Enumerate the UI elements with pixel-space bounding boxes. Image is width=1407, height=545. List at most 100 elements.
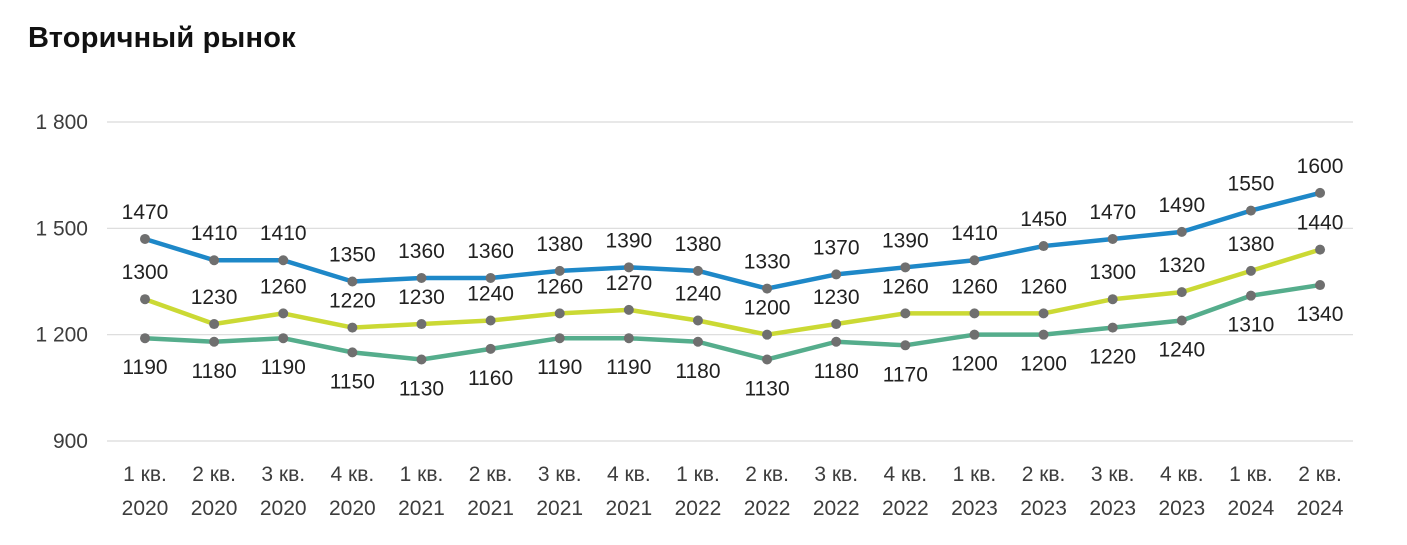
data-point-marker-blue bbox=[762, 283, 773, 294]
data-point-label-blue: 1470 bbox=[122, 201, 169, 224]
data-point-label-blue: 1550 bbox=[1228, 173, 1275, 196]
data-point-label-yellow-green: 1260 bbox=[1020, 275, 1067, 298]
data-point-marker-green bbox=[1107, 322, 1118, 333]
data-point-marker-green bbox=[209, 336, 220, 347]
data-point-marker-yellow-green bbox=[416, 319, 427, 330]
x-axis-label-year: 2022 bbox=[744, 497, 791, 520]
data-point-marker-yellow-green bbox=[692, 315, 703, 326]
x-axis-label-year: 2021 bbox=[467, 497, 514, 520]
x-axis-label-quarter: 3 кв. bbox=[814, 463, 858, 486]
x-axis-label-year: 2020 bbox=[122, 497, 169, 520]
data-point-marker-green bbox=[278, 333, 289, 344]
data-point-label-yellow-green: 1230 bbox=[813, 286, 860, 309]
data-point-label-green: 1190 bbox=[122, 356, 167, 379]
x-axis-label-year: 2022 bbox=[813, 497, 860, 520]
data-point-marker-blue bbox=[1176, 226, 1187, 237]
x-axis-label-year: 2020 bbox=[260, 497, 307, 520]
data-point-marker-yellow-green bbox=[140, 294, 150, 305]
x-axis-label-year: 2024 bbox=[1297, 497, 1344, 520]
data-point-marker-yellow-green bbox=[1038, 308, 1049, 319]
data-point-label-yellow-green: 1240 bbox=[675, 282, 722, 305]
data-point-label-yellow-green: 1230 bbox=[398, 286, 445, 309]
data-point-marker-yellow-green bbox=[554, 308, 565, 319]
data-point-marker-green bbox=[1176, 315, 1187, 326]
data-point-label-yellow-green: 1380 bbox=[1228, 233, 1275, 256]
data-point-marker-yellow-green bbox=[209, 319, 220, 330]
data-point-marker-blue bbox=[278, 255, 289, 266]
line-series-blue bbox=[142, 190, 1323, 291]
data-point-marker-blue bbox=[1107, 233, 1118, 244]
x-axis-label-quarter: 1 кв. bbox=[400, 463, 444, 486]
data-point-label-blue: 1380 bbox=[536, 233, 583, 256]
x-axis-label-year: 2023 bbox=[1158, 497, 1205, 520]
x-axis-label-year: 2023 bbox=[1020, 497, 1067, 520]
data-point-label-green: 1190 bbox=[537, 356, 582, 379]
data-point-marker-yellow-green bbox=[1245, 265, 1256, 276]
data-point-label-green: 1200 bbox=[951, 353, 998, 376]
y-axis-tick-label: 900 bbox=[53, 430, 88, 453]
y-axis-tick-label: 1 500 bbox=[35, 217, 88, 240]
data-point-label-blue: 1470 bbox=[1089, 201, 1136, 224]
data-point-marker-green bbox=[1315, 280, 1326, 291]
data-point-label-blue: 1350 bbox=[329, 244, 376, 267]
data-point-label-green: 1180 bbox=[675, 360, 720, 383]
data-point-label-green: 1240 bbox=[1158, 338, 1205, 361]
data-point-marker-blue bbox=[140, 233, 150, 244]
data-point-label-blue: 1330 bbox=[744, 251, 791, 274]
x-axis-label-year: 2024 bbox=[1228, 497, 1275, 520]
data-point-marker-green bbox=[416, 354, 427, 365]
x-axis-label-year: 2022 bbox=[675, 497, 722, 520]
x-axis-label-quarter: 4 кв. bbox=[607, 463, 651, 486]
data-point-marker-yellow-green bbox=[1315, 244, 1326, 255]
data-point-marker-blue bbox=[692, 265, 703, 276]
data-point-label-blue: 1450 bbox=[1020, 208, 1067, 231]
x-axis-label-year: 2021 bbox=[536, 497, 583, 520]
data-point-marker-yellow-green bbox=[1107, 294, 1118, 305]
x-axis-label-quarter: 1 кв. bbox=[123, 463, 167, 486]
x-axis-label-year: 2020 bbox=[329, 497, 376, 520]
data-point-label-green: 1160 bbox=[468, 367, 513, 390]
data-point-marker-yellow-green bbox=[623, 304, 634, 315]
data-point-label-green: 1190 bbox=[261, 356, 306, 379]
x-axis-label-quarter: 2 кв. bbox=[192, 463, 236, 486]
data-point-label-yellow-green: 1440 bbox=[1297, 212, 1344, 235]
x-axis-label-quarter: 4 кв. bbox=[1160, 463, 1204, 486]
x-axis-label-year: 2023 bbox=[951, 497, 998, 520]
data-point-label-yellow-green: 1300 bbox=[122, 261, 169, 284]
data-point-marker-green bbox=[140, 333, 150, 344]
data-point-label-blue: 1390 bbox=[605, 229, 652, 252]
data-point-label-green: 1180 bbox=[192, 360, 237, 383]
data-point-marker-green bbox=[1038, 329, 1049, 340]
data-point-label-yellow-green: 1230 bbox=[191, 286, 238, 309]
x-axis-label-quarter: 1 кв. bbox=[953, 463, 997, 486]
data-point-marker-green bbox=[762, 354, 773, 365]
data-point-marker-green bbox=[831, 336, 842, 347]
x-axis-label-quarter: 3 кв. bbox=[538, 463, 582, 486]
x-axis-label-quarter: 2 кв. bbox=[1022, 463, 1066, 486]
data-point-label-green: 1130 bbox=[744, 377, 789, 400]
data-point-marker-green bbox=[623, 333, 634, 344]
data-point-label-green: 1310 bbox=[1228, 314, 1275, 337]
data-point-label-green: 1150 bbox=[330, 370, 375, 393]
data-point-marker-blue bbox=[900, 262, 911, 273]
data-point-marker-blue bbox=[347, 276, 358, 287]
data-point-marker-yellow-green bbox=[762, 329, 773, 340]
data-point-label-blue: 1370 bbox=[813, 236, 860, 259]
data-point-marker-blue bbox=[554, 265, 565, 276]
line-series-green bbox=[142, 282, 1323, 362]
x-axis-label-year: 2020 bbox=[191, 497, 238, 520]
data-point-marker-blue bbox=[209, 255, 220, 266]
data-point-marker-green bbox=[1245, 290, 1256, 301]
data-point-marker-yellow-green bbox=[969, 308, 980, 319]
x-axis-label-quarter: 2 кв. bbox=[469, 463, 513, 486]
data-point-marker-blue bbox=[969, 255, 980, 266]
data-point-label-blue: 1410 bbox=[951, 222, 998, 245]
data-point-marker-blue bbox=[1038, 241, 1049, 252]
data-point-label-green: 1190 bbox=[606, 356, 651, 379]
data-point-label-green: 1340 bbox=[1297, 303, 1344, 326]
data-point-label-green: 1200 bbox=[1020, 353, 1067, 376]
x-axis-label-quarter: 4 кв. bbox=[883, 463, 927, 486]
data-point-label-green: 1170 bbox=[883, 363, 928, 386]
